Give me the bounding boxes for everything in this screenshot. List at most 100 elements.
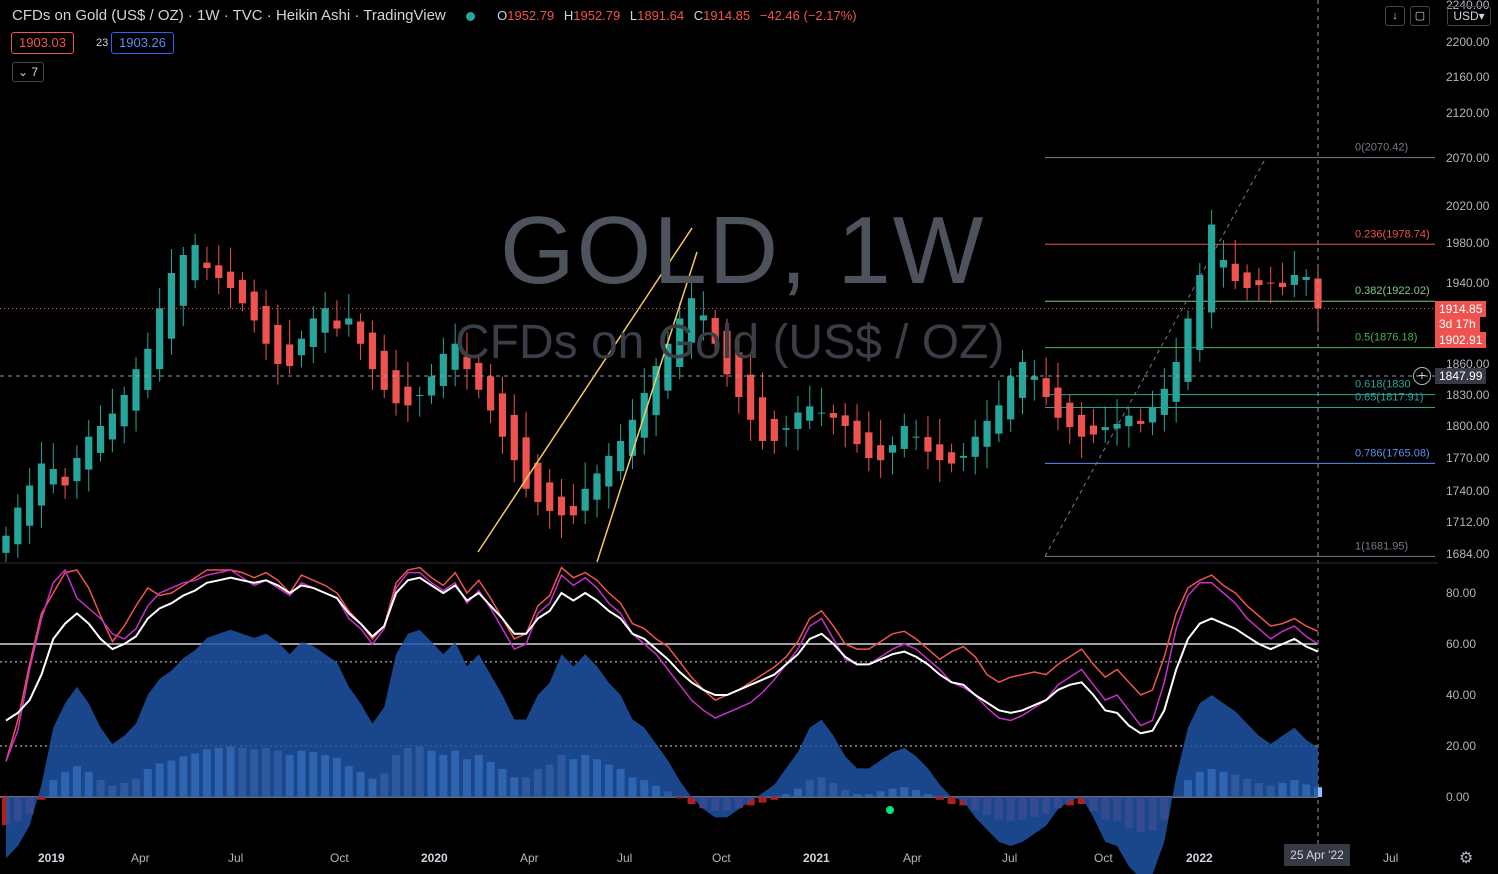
- candle-body: [1231, 263, 1239, 281]
- interval-label[interactable]: 1W: [197, 7, 220, 24]
- candle-body: [1314, 278, 1322, 309]
- source-label: TradingView: [363, 7, 446, 24]
- histogram-bar: [758, 797, 767, 803]
- candle-body: [297, 338, 306, 356]
- close-label: C: [693, 8, 704, 23]
- candle-body: [250, 291, 258, 321]
- histogram-bar: [675, 797, 684, 799]
- candle-body: [37, 463, 46, 506]
- candle-body: [971, 436, 979, 457]
- time-axis-label: Oct: [1094, 851, 1113, 865]
- screenshot-icon[interactable]: ▢: [1410, 6, 1430, 26]
- candle-body: [1113, 423, 1121, 429]
- crosshair-price-tag: 1847.99: [1435, 368, 1487, 384]
- candle-body: [356, 321, 365, 344]
- candle-body: [26, 485, 34, 526]
- price-axis-label: 1830.00: [1446, 388, 1490, 402]
- candle-body: [274, 324, 282, 364]
- candle-body: [463, 356, 471, 370]
- buy-price-button[interactable]: 1903.26: [111, 32, 174, 54]
- candle-body: [368, 332, 377, 370]
- candle-body: [947, 452, 956, 464]
- candle-body: [2, 535, 10, 553]
- fib-level-label: 0.65(1817.91): [1355, 391, 1424, 403]
- price-axis-label: 2120.00: [1446, 106, 1490, 120]
- exchange-label: TVC: [232, 7, 263, 24]
- price-axis-label: 1770.00: [1446, 451, 1490, 465]
- candle-body: [1042, 378, 1050, 398]
- candle-body: [522, 437, 530, 489]
- candle-body: [888, 445, 897, 453]
- sell-price-button[interactable]: 1903.03: [11, 32, 74, 54]
- market-status-icon[interactable]: [465, 11, 475, 21]
- candle-body: [676, 318, 684, 367]
- candle-body: [1278, 282, 1287, 288]
- gear-icon[interactable]: ⚙: [1459, 850, 1474, 867]
- oscillator-series-line: [5, 566, 1319, 762]
- high-label: H: [563, 8, 574, 23]
- candle-body: [912, 436, 920, 438]
- histogram-bar: [1077, 797, 1086, 805]
- time-axis-label: Apr: [520, 851, 539, 865]
- candle-body: [1089, 425, 1098, 435]
- price-axis-label: 1940.00: [1446, 276, 1490, 290]
- trend-line-upper[interactable]: [477, 227, 693, 553]
- candle-body: [61, 476, 69, 486]
- fib-level-label: 0(2070.42): [1355, 142, 1408, 154]
- close-value: 1914.85: [703, 8, 751, 23]
- add-alert-icon[interactable]: +: [1413, 367, 1431, 385]
- time-axis-label: 2022: [1186, 851, 1213, 865]
- watermark-subtitle: CFDs on Gold (US$ / OZ): [455, 316, 1005, 369]
- candle-body: [782, 428, 790, 430]
- price-axis-label: 1800.00: [1446, 419, 1490, 433]
- time-axis-label: Oct: [712, 851, 731, 865]
- chart-style-label: Heikin Ashi: [275, 7, 351, 24]
- candle-body: [1054, 387, 1062, 418]
- candle-body: [380, 350, 388, 390]
- candle-body: [605, 455, 613, 487]
- download-icon[interactable]: ↓: [1385, 6, 1405, 26]
- candle-body: [96, 426, 105, 453]
- candle-body: [132, 369, 140, 411]
- candle-body: [794, 412, 802, 429]
- candle-body: [167, 273, 176, 339]
- candle-body: [924, 437, 932, 452]
- open-label: O: [497, 8, 508, 23]
- candle-body: [427, 376, 436, 396]
- candle-body: [758, 397, 767, 441]
- chevron-down-icon: ⌄: [17, 65, 29, 79]
- fib-level-label: 0.5(1876.18): [1355, 332, 1417, 344]
- candle-body: [451, 343, 459, 370]
- price-axis-label: 2200.00: [1446, 35, 1490, 49]
- candle-body: [498, 393, 507, 437]
- symbol-name[interactable]: CFDs on Gold (US$ / OZ): [12, 7, 184, 24]
- candle-body: [1137, 420, 1145, 424]
- oscillator-axis-label: 0.00: [1446, 790, 1470, 804]
- time-axis-label: Apr: [903, 851, 922, 865]
- candle-body: [1243, 272, 1251, 289]
- candle-body: [108, 413, 116, 440]
- candle-body: [699, 315, 707, 321]
- candle-body: [1125, 415, 1133, 427]
- time-axis-label: Oct: [330, 851, 349, 865]
- currency-selector[interactable]: USD▾: [1447, 6, 1491, 26]
- time-axis-label: Jul: [1383, 851, 1399, 865]
- oscillator-series-line: [5, 576, 1319, 735]
- candle-body: [841, 415, 849, 426]
- candle-body: [534, 462, 542, 503]
- candle-body: [806, 406, 814, 421]
- candle-body: [309, 318, 317, 347]
- trend-line-lower[interactable]: [596, 251, 698, 563]
- candle-body: [49, 469, 57, 485]
- price-axis-label: 1980.00: [1446, 236, 1490, 250]
- candle-body: [853, 420, 861, 445]
- crosshair-date-tag: 25 Apr '22: [1284, 844, 1350, 866]
- candle-body: [581, 488, 589, 511]
- candle-body: [73, 458, 81, 482]
- indicators-toggle-button[interactable]: ⌄ 7: [12, 62, 44, 82]
- histogram-bar: [746, 797, 755, 806]
- fib-level-label: 1(1681.95): [1355, 540, 1408, 552]
- candle-body: [120, 395, 128, 427]
- candle-body: [735, 352, 743, 398]
